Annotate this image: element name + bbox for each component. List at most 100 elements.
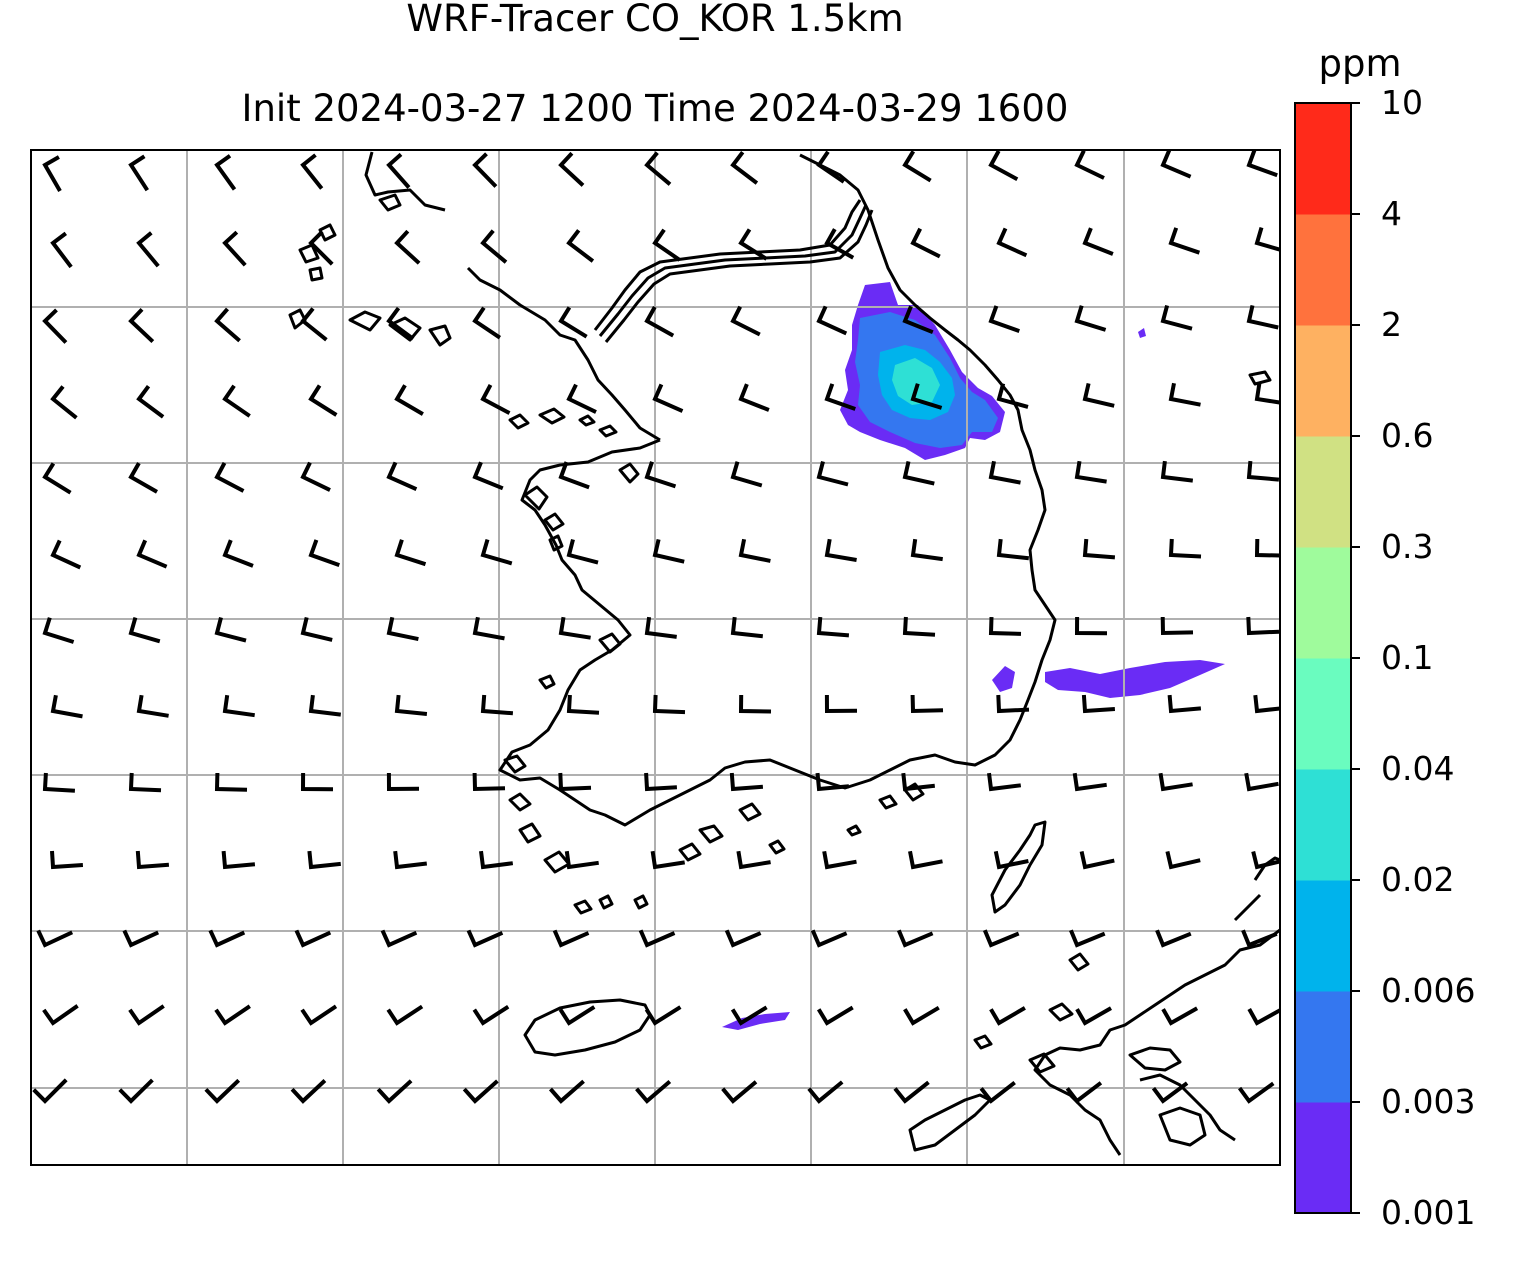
wind-barb <box>222 694 255 718</box>
wind-barb <box>1244 772 1279 792</box>
wind-barb <box>42 617 75 644</box>
wind-barb <box>42 1004 79 1026</box>
wind-barb <box>1168 538 1202 559</box>
tsushima-island <box>990 820 1047 914</box>
wind-barb <box>308 539 340 567</box>
north-border <box>593 199 874 343</box>
wind-barb <box>1168 227 1201 255</box>
wind-barb <box>214 461 245 493</box>
wind-barb <box>896 929 934 948</box>
wind-barb <box>1082 227 1114 256</box>
wind-barb <box>1161 1006 1199 1026</box>
wind-barb <box>1254 538 1280 558</box>
colorbar-tick-label: 0.6 <box>1381 416 1434 455</box>
wind-barb <box>721 1080 758 1104</box>
wind-barb <box>644 616 677 639</box>
colorbar-tick-label: 4 <box>1381 194 1402 233</box>
wind-barb <box>982 929 1020 948</box>
wind-barbs <box>32 150 1280 1104</box>
wind-barb <box>42 308 68 344</box>
wind-barb <box>989 1006 1026 1026</box>
tracer-fill-layer <box>722 282 1225 1030</box>
wind-barb <box>380 929 418 948</box>
wind-barb <box>910 538 943 562</box>
wind-barb <box>42 462 72 495</box>
wind-barb <box>394 539 427 567</box>
wind-barb <box>988 616 1022 636</box>
wind-barb <box>903 1005 940 1026</box>
wind-barb <box>300 153 324 190</box>
wind-barb <box>480 539 513 566</box>
wind-barb <box>308 230 334 266</box>
wind-barb <box>208 929 246 948</box>
wind-barb <box>552 929 590 948</box>
wind-barb <box>386 306 415 341</box>
colorbar-tick-label: 0.1 <box>1381 638 1434 677</box>
wind-barb <box>1246 460 1280 482</box>
wind-barb <box>1155 929 1192 948</box>
wind-barb <box>386 461 418 492</box>
gridlines <box>31 150 1280 1165</box>
wind-barb <box>136 385 165 419</box>
wind-barb <box>1160 150 1192 179</box>
colorbar-tick-label: 0.3 <box>1381 527 1434 566</box>
wind-barb <box>222 384 251 418</box>
wind-barb <box>824 694 858 714</box>
wind-barb <box>386 1004 424 1026</box>
wind-barb <box>1072 772 1107 792</box>
colorbar-tick-label: 10 <box>1381 83 1423 122</box>
wind-barb <box>644 151 672 186</box>
wind-barb <box>300 616 333 642</box>
wind-barb <box>136 694 169 718</box>
wind-barb <box>300 1004 338 1026</box>
wind-barb <box>730 616 764 639</box>
wind-barb <box>1069 929 1106 948</box>
wind-barb <box>996 383 1029 409</box>
wind-barb <box>738 694 772 714</box>
wind-barb <box>979 1081 1016 1104</box>
wind-barb <box>128 1004 165 1026</box>
wind-barb <box>214 154 237 191</box>
wind-barb <box>1237 1081 1275 1104</box>
wind-barb <box>558 306 588 339</box>
wind-barb <box>729 772 764 792</box>
wind-barb <box>1165 850 1201 870</box>
colorbar-tick-label: 0.02 <box>1381 860 1455 899</box>
wind-barb <box>50 539 82 570</box>
wind-barb <box>566 229 595 263</box>
wind-barb <box>480 694 514 716</box>
wind-barb <box>393 850 428 870</box>
wind-barb <box>1151 1081 1189 1104</box>
wind-barb <box>902 150 932 183</box>
wind-barb <box>650 850 686 870</box>
wind-barb <box>222 230 247 267</box>
wind-barb <box>902 616 936 637</box>
colorbar-segment <box>1295 769 1351 881</box>
wind-barb <box>479 850 514 870</box>
wind-barb <box>902 460 935 486</box>
wind-barb <box>308 384 338 417</box>
tracer-small-speck <box>1138 328 1146 338</box>
wind-barb <box>300 772 334 792</box>
colorbar-segment <box>1295 325 1351 437</box>
wind-barb <box>988 150 1019 182</box>
wind-barb <box>294 929 332 948</box>
wind-barb <box>128 154 149 192</box>
kyushu-west-islands <box>908 370 1272 1152</box>
wind-barb <box>128 772 162 793</box>
wind-barb <box>730 150 759 185</box>
wind-barb <box>988 305 1020 333</box>
colorbar-tick-label: 2 <box>1381 305 1402 344</box>
north-coast-islets <box>298 193 402 282</box>
wind-barb <box>1158 772 1193 792</box>
wind-barb <box>816 1005 854 1026</box>
wind-barb <box>1065 1081 1103 1104</box>
wind-barb <box>128 462 158 494</box>
wind-barb <box>1168 382 1201 407</box>
wind-barb <box>566 383 597 414</box>
colorbar-segment <box>1295 880 1351 992</box>
wind-barb <box>214 617 247 643</box>
wind-barb <box>1160 460 1194 483</box>
wind-barb <box>908 850 943 870</box>
